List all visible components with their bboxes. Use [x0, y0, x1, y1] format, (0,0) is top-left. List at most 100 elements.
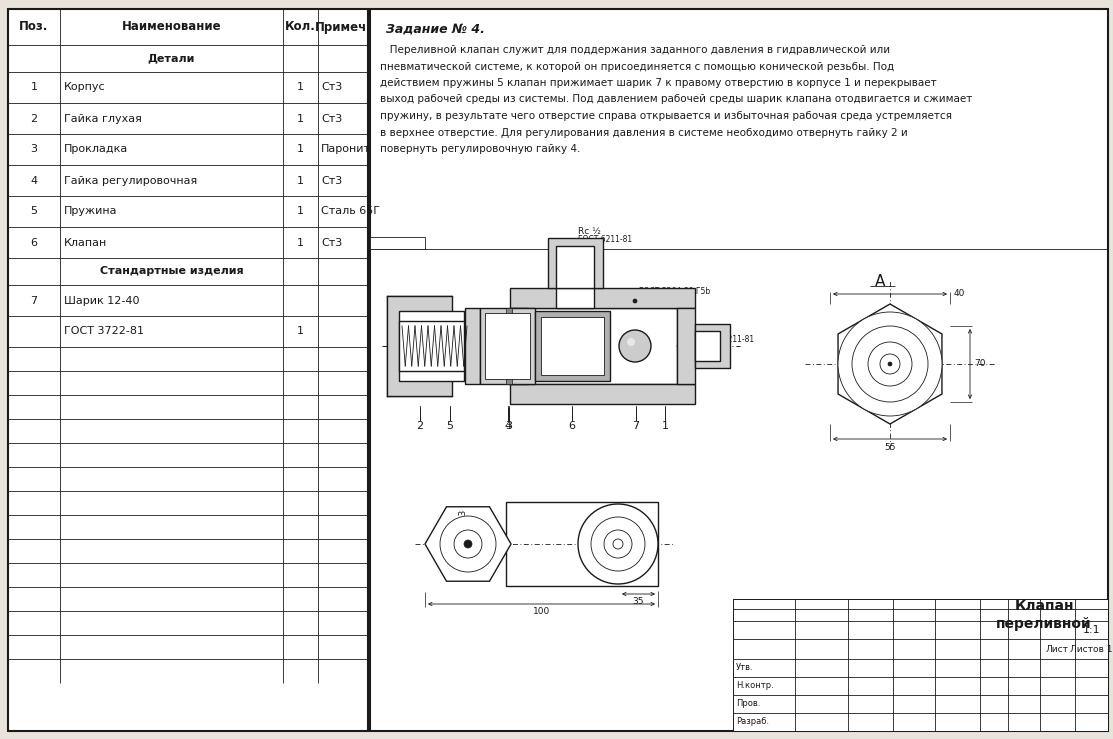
Text: 40: 40 — [954, 290, 965, 299]
Bar — [677, 308, 695, 384]
Text: Гайка глухая: Гайка глухая — [65, 114, 141, 123]
Text: Разраб.: Разраб. — [736, 718, 769, 726]
Text: 1: 1 — [297, 114, 304, 123]
Text: Гайка регулировочная: Гайка регулировочная — [65, 175, 197, 185]
Text: Наименование: Наименование — [121, 21, 221, 33]
Text: Пров.: Пров. — [736, 700, 760, 709]
Bar — [485, 313, 530, 379]
Polygon shape — [838, 304, 942, 424]
Bar — [398, 321, 464, 371]
Text: 7: 7 — [30, 296, 38, 305]
Text: Лист: Лист — [1046, 644, 1068, 653]
Text: 6: 6 — [30, 237, 38, 248]
Text: Кол.: Кол. — [285, 21, 316, 33]
Circle shape — [868, 342, 912, 386]
Bar — [556, 246, 594, 288]
Bar — [528, 308, 677, 384]
Bar — [506, 308, 512, 384]
Text: ГОСТ 5264-80 Г5b: ГОСТ 5264-80 Г5b — [639, 287, 710, 296]
Text: 3: 3 — [30, 145, 38, 154]
Text: Шарик 12-40: Шарик 12-40 — [65, 296, 139, 305]
Text: Сталь 65Г: Сталь 65Г — [321, 206, 380, 217]
Circle shape — [464, 540, 472, 548]
Text: 1: 1 — [297, 327, 304, 336]
Text: 1: 1 — [297, 175, 304, 185]
Text: 55: 55 — [884, 443, 896, 452]
Text: 1: 1 — [297, 237, 304, 248]
Polygon shape — [425, 507, 511, 582]
Text: пружину, в результате чего отверстие справа открывается и избыточная рабочая сре: пружину, в результате чего отверстие спр… — [380, 111, 952, 121]
Text: А: А — [875, 274, 885, 290]
Circle shape — [440, 516, 496, 572]
Text: 1: 1 — [661, 421, 669, 431]
Circle shape — [604, 530, 632, 558]
Text: в верхнее отверстие. Для регулирования давления в системе необходимо отвернуть г: в верхнее отверстие. Для регулирования д… — [380, 128, 908, 137]
Circle shape — [619, 330, 651, 362]
Text: Rc ½: Rc ½ — [578, 226, 601, 236]
Bar — [480, 308, 535, 384]
Bar — [370, 237, 425, 249]
Circle shape — [454, 530, 482, 558]
Bar — [387, 296, 452, 396]
Circle shape — [627, 338, 636, 346]
Circle shape — [888, 362, 892, 366]
Circle shape — [633, 299, 637, 303]
Text: Прокладка: Прокладка — [65, 145, 128, 154]
Text: Ст3: Ст3 — [321, 175, 343, 185]
Bar — [510, 288, 695, 308]
Text: 5: 5 — [446, 421, 453, 431]
Bar — [398, 311, 464, 381]
Text: 2: 2 — [416, 421, 424, 431]
Text: 1: 1 — [297, 145, 304, 154]
Text: 4: 4 — [504, 421, 512, 431]
Text: Примеч.: Примеч. — [315, 21, 372, 33]
Text: 1: 1 — [297, 206, 304, 217]
Text: Стандартные изделия: Стандартные изделия — [100, 267, 244, 276]
Text: Детали: Детали — [148, 53, 195, 64]
Bar — [370, 9, 1109, 731]
Circle shape — [613, 539, 623, 549]
Bar — [695, 331, 720, 361]
Bar — [506, 502, 658, 586]
Circle shape — [578, 504, 658, 584]
Text: 1:1: 1:1 — [1083, 625, 1101, 635]
Text: выход рабочей среды из системы. Под давлением рабочей среды шарик клапана отодви: выход рабочей среды из системы. Под давл… — [380, 95, 973, 104]
Bar — [535, 311, 610, 381]
Text: Переливной клапан служит для поддержания заданного давления в гидравлической или: Переливной клапан служит для поддержания… — [380, 45, 890, 55]
Text: ГОСТ 6211-81: ГОСТ 6211-81 — [700, 335, 755, 344]
Text: 5: 5 — [30, 206, 38, 217]
Text: Пружина: Пружина — [65, 206, 118, 217]
Text: А: А — [679, 323, 687, 336]
Text: 7: 7 — [632, 421, 640, 431]
Bar — [733, 599, 1109, 731]
Text: 6: 6 — [569, 421, 575, 431]
Text: Листов 1: Листов 1 — [1071, 644, 1113, 653]
Text: 70: 70 — [974, 359, 985, 369]
Text: Н.контр.: Н.контр. — [736, 681, 774, 690]
Text: Клапан: Клапан — [65, 237, 107, 248]
Text: 2: 2 — [30, 114, 38, 123]
Bar — [465, 308, 480, 384]
Text: ГОСТ 3722-81: ГОСТ 3722-81 — [65, 327, 144, 336]
Bar — [510, 308, 528, 384]
Text: пневматической системе, к которой он присоединяется с помощью конической резьбы.: пневматической системе, к которой он при… — [380, 61, 894, 72]
Text: 1: 1 — [297, 83, 304, 92]
Text: повернуть регулировочную гайку 4.: повернуть регулировочную гайку 4. — [380, 144, 580, 154]
Text: Ст3: Ст3 — [321, 237, 343, 248]
Text: 100: 100 — [533, 607, 550, 616]
Text: Поз.: Поз. — [19, 21, 49, 33]
Text: Утв.: Утв. — [736, 664, 754, 672]
Circle shape — [591, 517, 646, 571]
Bar — [548, 238, 603, 288]
Text: 35: 35 — [632, 598, 643, 607]
Text: действием пружины 5 клапан прижимает шарик 7 к правому отверстию в корпусе 1 и п: действием пружины 5 клапан прижимает шар… — [380, 78, 937, 88]
Bar — [510, 384, 695, 404]
Bar — [541, 317, 604, 375]
Text: Паронит: Паронит — [321, 145, 371, 154]
Text: 4: 4 — [30, 175, 38, 185]
Text: 1: 1 — [30, 83, 38, 92]
Circle shape — [880, 354, 900, 374]
Text: М48х3: М48х3 — [459, 509, 467, 539]
Circle shape — [838, 312, 942, 416]
Circle shape — [851, 326, 928, 402]
